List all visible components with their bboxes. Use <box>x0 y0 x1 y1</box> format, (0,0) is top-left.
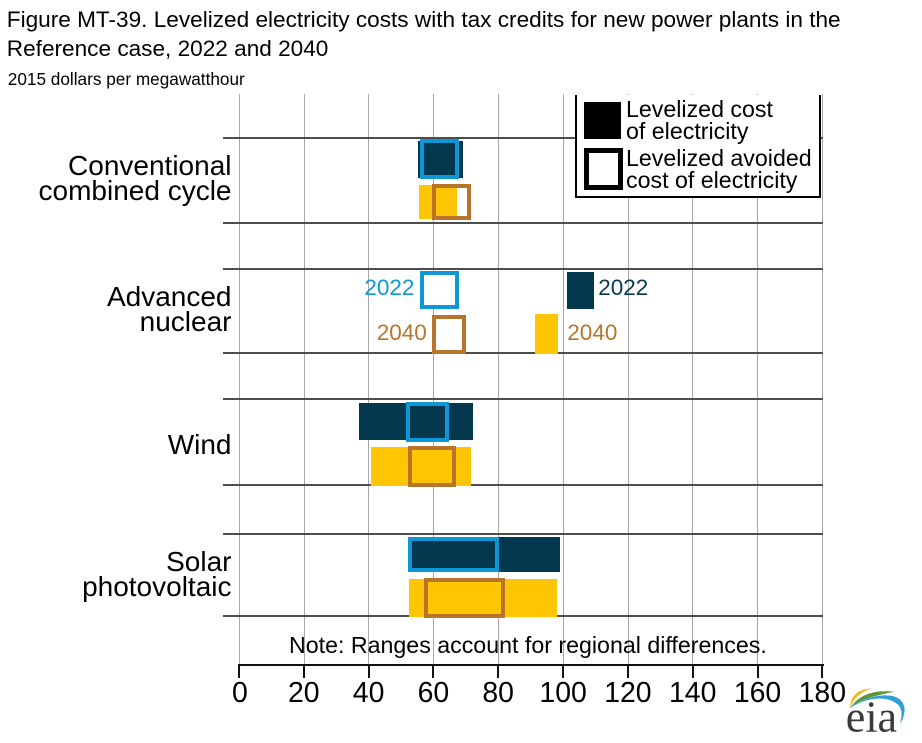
svg-text:eia: eia <box>846 693 897 742</box>
